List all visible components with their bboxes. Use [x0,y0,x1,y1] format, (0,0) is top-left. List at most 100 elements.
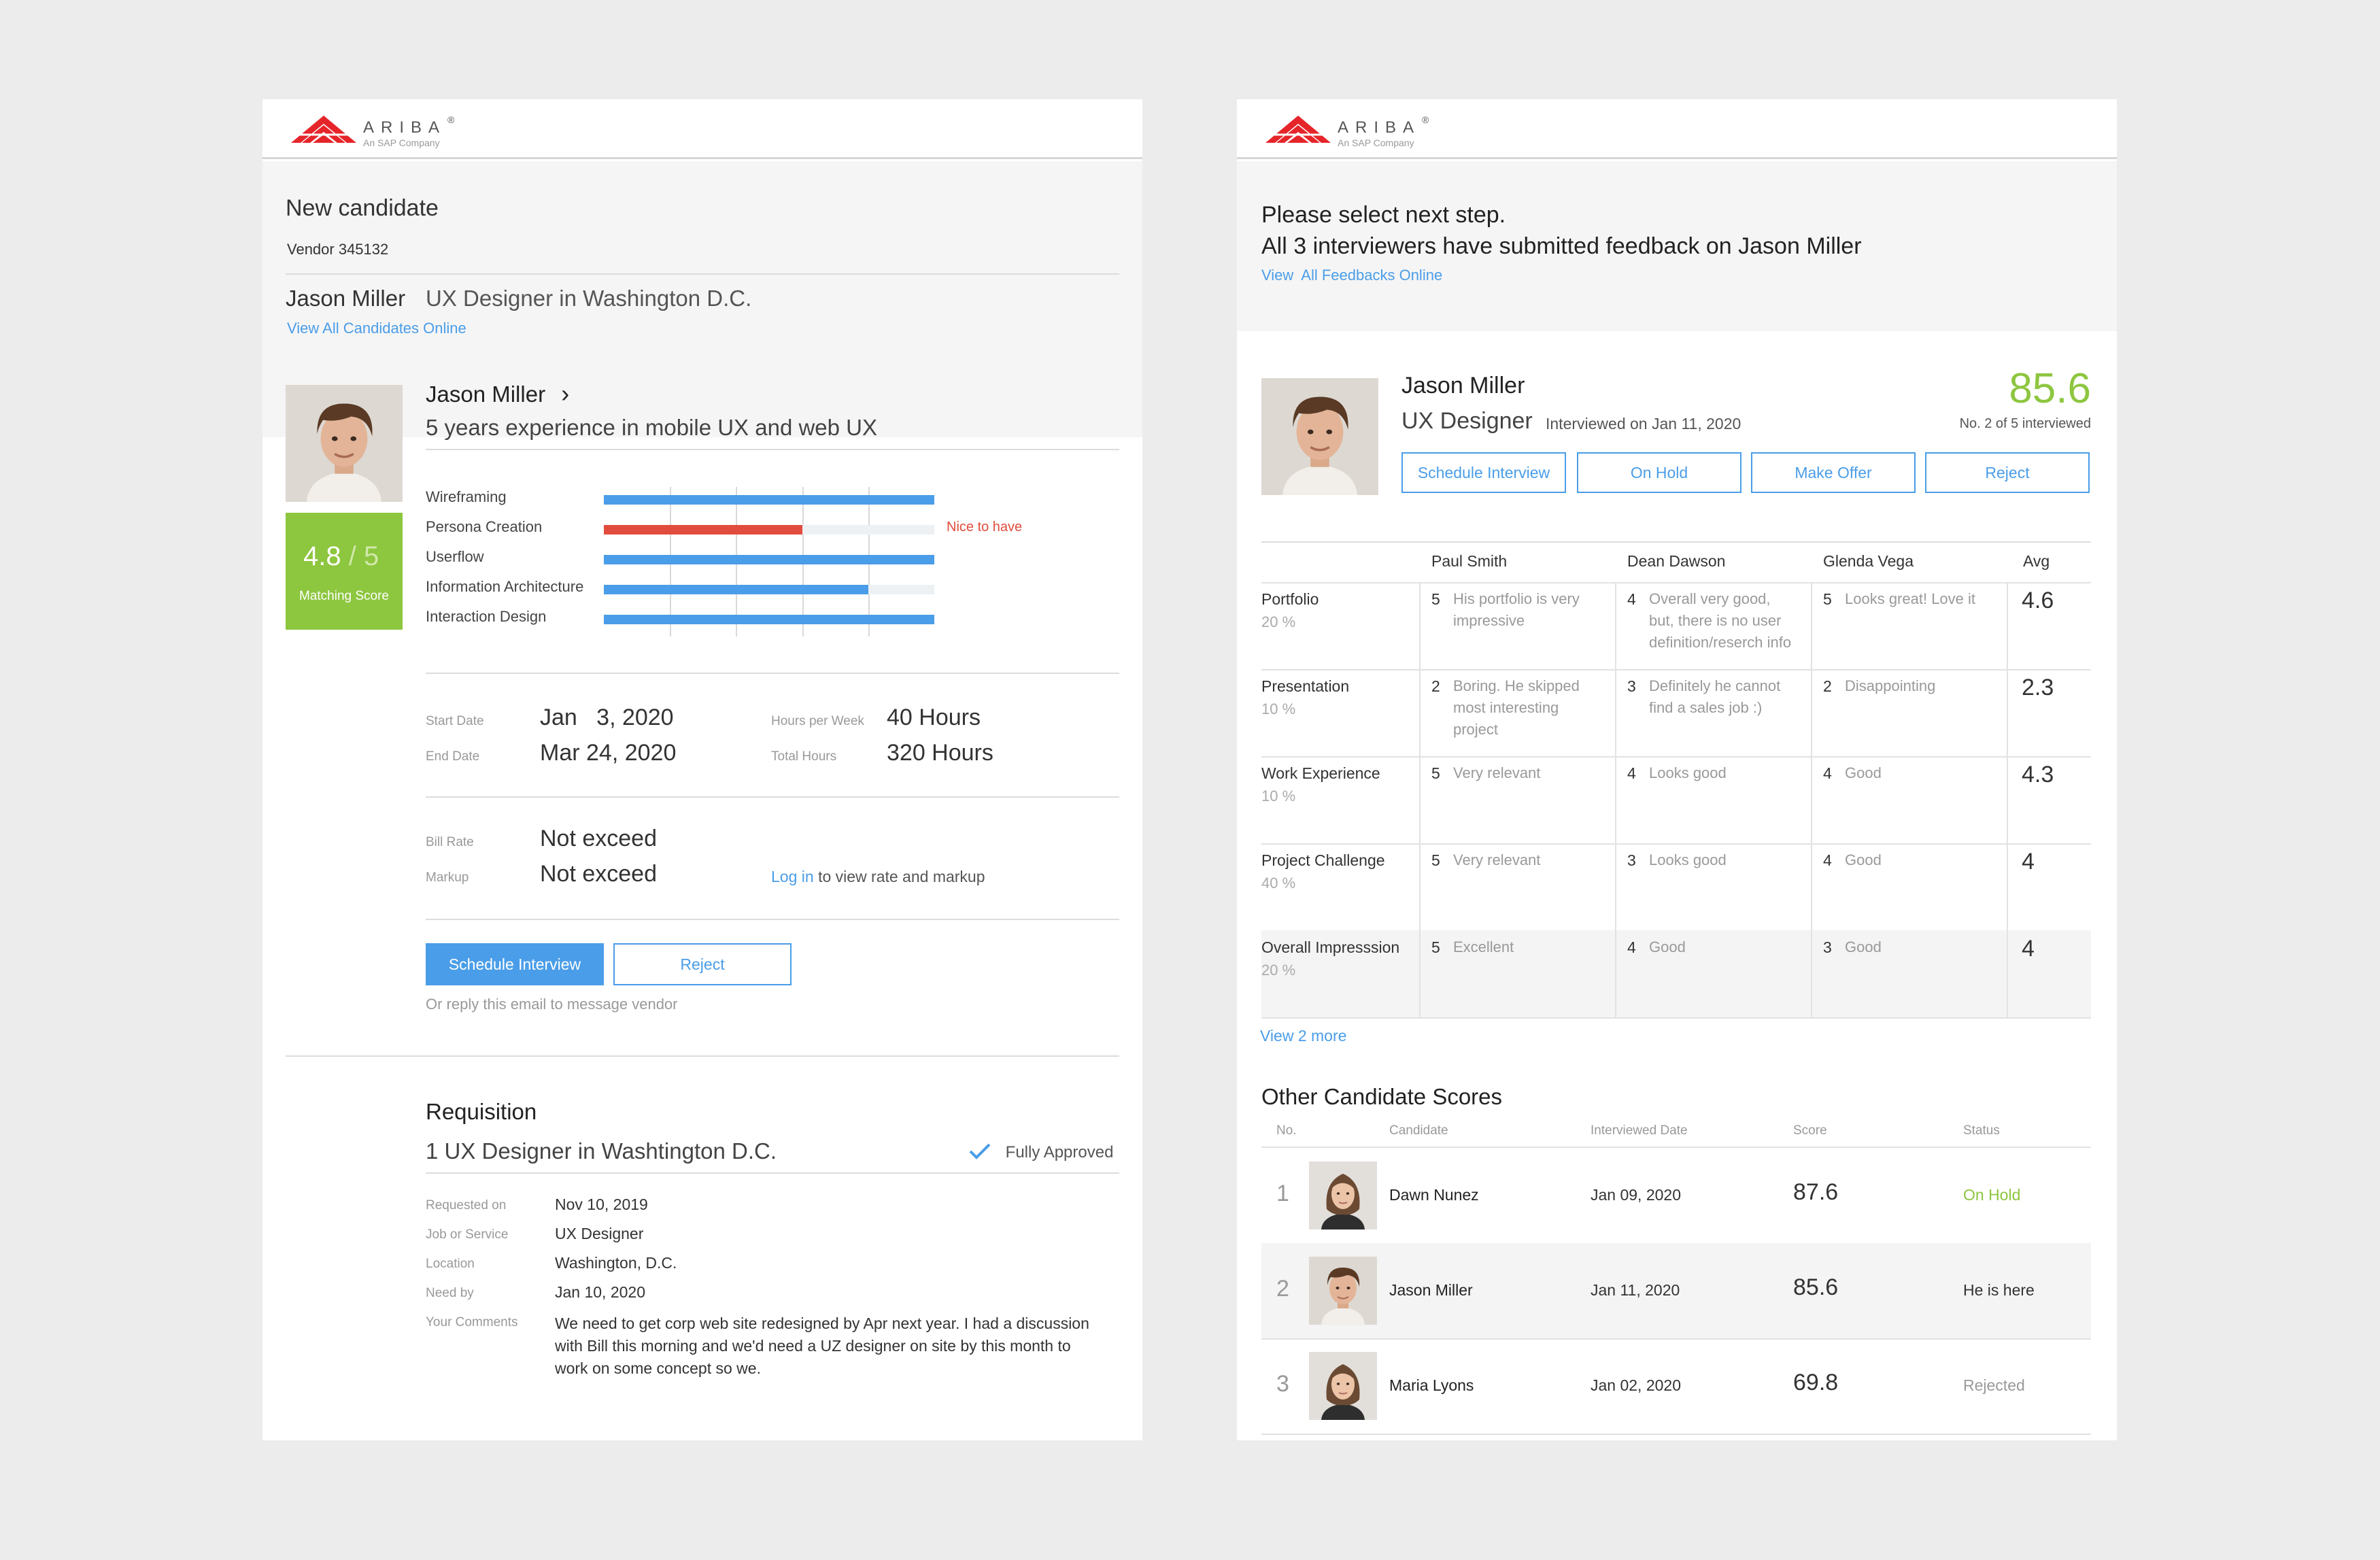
criterion-name: Project Challenge [1261,851,1385,869]
row-divider [1261,756,2091,758]
criterion-average: 4.3 [2022,762,2054,787]
feedback-score: 5 [1431,851,1440,869]
candidate-name: Dawn Nunez [1389,1186,1479,1204]
overall-score: 85.6 [2009,365,2091,412]
feedback-comment: Looks good [1649,851,1727,868]
profile-name: Jason Miller [426,381,546,407]
skill-bar-track [604,615,934,624]
bill-rate-value: Not exceed [540,826,657,851]
make-offer-button[interactable]: Make Offer [1751,452,1916,493]
feedback-score: 4 [1627,590,1636,608]
brand-sub: An SAP Company [363,137,440,148]
skill-bar-track [604,555,934,564]
candidate-avatar [1309,1257,1377,1325]
login-link[interactable]: Log in [771,868,814,885]
skill-bar-track [604,525,934,535]
skill-bar-track [604,585,934,594]
feedback-comment: Very relevant [1453,764,1541,781]
chevron-right-icon: › [561,379,570,407]
interview-date: Interviewed on Jan 11, 2020 [1546,415,1741,433]
matching-score-max: 5 [363,541,379,571]
feedback-comment: Boring. He skipped [1453,677,1580,694]
feedback-comment: His portfolio is very [1453,590,1580,607]
interviewer-name: Dean Dawson [1627,552,1726,570]
row-highlight [1261,930,2091,1017]
feedback-score: 5 [1823,590,1832,608]
end-date-value: Mar 24, 2020 [540,740,677,766]
candidate-name: Jason Miller [286,286,406,311]
interviewed-date: Jan 09, 2020 [1591,1186,1682,1204]
view-all-candidates-link[interactable]: View All Candidates Online [287,320,466,337]
requisition-subtitle: 1 UX Designer in Washtington D.C. [426,1138,777,1164]
approval-status: Fully Approved [968,1142,1113,1162]
matching-score-value: 4.8 [303,541,341,571]
column-header: Status [1963,1123,2000,1138]
skill-label: Persona Creation [426,518,543,535]
matching-score-label: Matching Score [299,589,389,603]
skills-chart: Wireframing Persona Creation Nice to have U… [426,487,1119,643]
feedback-comment: Looks great! Love it [1845,590,1976,607]
feedback-comment: Good [1845,764,1882,781]
column-divider [1419,582,1421,1017]
hours-week-value: 40 Hours [887,705,981,730]
profile-name-link[interactable]: Jason Miller › [426,379,569,408]
header-bar: ARIBA ® An SAP Company [262,99,1142,159]
schedule-interview-button[interactable]: Schedule Interview [1401,452,1566,493]
need-by-value: Jan 10, 2020 [555,1283,646,1301]
checkmark-icon [969,1143,991,1159]
candidate-score: 85.6 [1793,1274,1839,1300]
candidate-status: He is here [1963,1281,2035,1299]
feedback-comment: Good [1845,851,1882,868]
candidate-status: On Hold [1963,1186,2021,1204]
column-header: Candidate [1389,1123,1448,1138]
ariba-logo-icon [1264,114,1332,144]
requisition-title: Requisition [426,1099,537,1124]
view-all-feedbacks-link[interactable]: View All Feedbacks Online [1261,267,1443,284]
skill-label: Information Architecture [426,578,584,595]
criterion-average: 2.3 [2022,675,2054,700]
skill-bar-track [604,495,934,505]
login-hint: Log in to view rate and markup [771,868,985,886]
criterion-weight: 40 % [1261,875,1296,892]
candidate-avatar [1261,378,1378,495]
location-label: Location [426,1257,475,1271]
other-candidates-title: Other Candidate Scores [1261,1084,1503,1109]
new-candidate-email: ARIBA ® An SAP Company New candidate Ven… [262,99,1142,1440]
criterion-name: Presentation [1261,677,1350,695]
table-row[interactable]: 3 Maria Lyons Jan 02, 2020 69.8 Rejected [1261,1338,2091,1434]
brand-reg: ® [1422,114,1429,125]
row-number: 3 [1276,1371,1289,1397]
feedback-score: 5 [1431,764,1440,782]
skill-bar [604,615,934,624]
reject-button[interactable]: Reject [613,943,792,985]
feedback-score: 4 [1823,764,1832,782]
skill-note: Nice to have [947,520,1023,535]
feedback-score: 5 [1431,938,1440,956]
feedback-comment: Looks good [1649,764,1727,781]
on-hold-button[interactable]: On Hold [1577,452,1741,493]
job-label: Job or Service [426,1227,509,1242]
table-row[interactable]: 2 Jason Miller Jan 11, 2020 85.6 He is here [1261,1243,2091,1338]
experience-summary: 5 years experience in mobile UX and web … [426,415,878,440]
skill-label: Userflow [426,548,484,565]
criterion-name: Overall Impresssion [1261,938,1400,956]
vendor-id: Vendor 345132 [287,241,389,258]
table-row[interactable]: 1 Dawn Nunez Jan 09, 2020 87.6 On Hold [1261,1148,2091,1243]
skill-bar [604,555,934,564]
start-date-label: Start Date [426,714,484,728]
column-header: Interviewed Date [1591,1123,1688,1138]
email-title: New candidate [286,195,439,221]
feedback-score: 5 [1431,590,1440,608]
feedback-comment: most interesting [1453,699,1559,716]
avg-header: Avg [2023,552,2050,570]
view-more-link[interactable]: View 2 more [1260,1027,1347,1045]
schedule-interview-button[interactable]: Schedule Interview [426,943,604,985]
skill-label: Wireframing [426,488,507,505]
skill-bar [604,525,802,535]
markup-value: Not exceed [540,861,657,887]
row-divider [1261,1338,2091,1340]
candidate-name: Jason Miller [1389,1281,1473,1299]
end-date-label: End Date [426,749,480,764]
criterion-weight: 10 % [1261,700,1296,717]
reject-button[interactable]: Reject [1925,452,2090,493]
